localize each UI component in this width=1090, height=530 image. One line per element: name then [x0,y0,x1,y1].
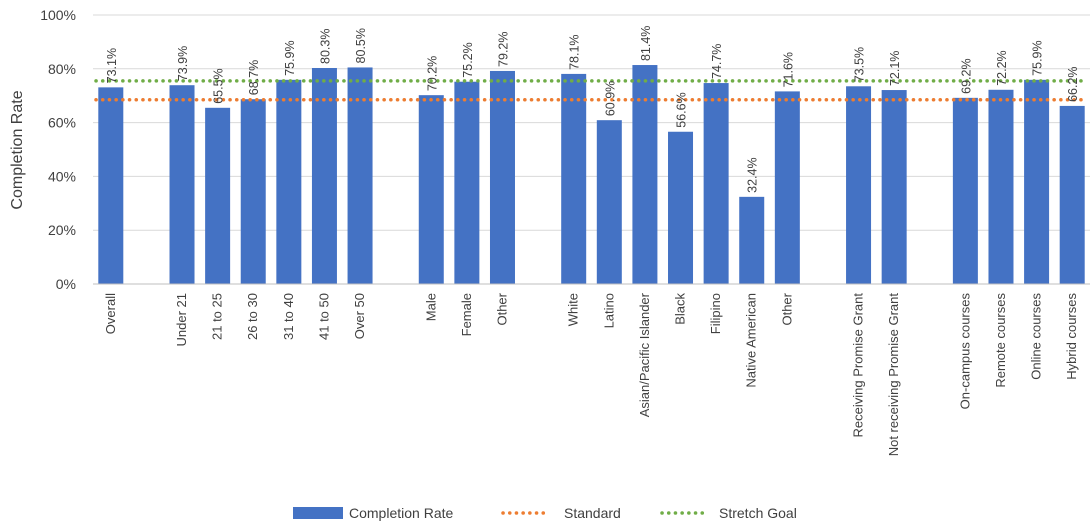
bar [98,87,124,285]
x-tick-label: White [566,293,581,326]
data-label: 80.5% [354,28,368,63]
data-label: 68.7% [247,60,261,95]
x-tick-label: Remote courses [993,293,1008,388]
bar [561,73,587,284]
bar [418,95,444,284]
data-label: 72.2% [995,50,1009,85]
y-tick-label: 100% [40,7,76,23]
bar [988,89,1014,284]
x-tick-label: On-campus courses [957,293,972,410]
y-tick-label: 80% [48,61,76,77]
data-label: 60.9% [603,81,617,116]
bar [596,120,622,284]
data-label: 75.9% [283,40,297,75]
data-label: 32.4% [746,157,760,192]
bar [240,99,266,285]
x-tick-label: Latino [601,293,616,328]
bar [454,81,480,284]
data-label: 81.4% [639,26,653,61]
y-tick-label: 0% [56,276,76,292]
bars [98,65,1085,285]
bar [276,79,302,284]
data-label: 72.1% [888,51,902,86]
data-label: 65.5% [212,68,226,103]
data-label: 73.5% [853,47,867,82]
x-tick-label: 26 to 30 [245,293,260,340]
bar [489,70,515,285]
bar [703,83,729,284]
x-tick-label: Overall [103,293,118,334]
legend-label-completion-rate: Completion Rate [349,505,453,521]
data-label: 75.9% [1031,40,1045,75]
x-tick-label: Not receiving Promise Grant [886,293,901,457]
bar [774,91,800,285]
bar [169,85,195,284]
bar [632,65,658,284]
x-tick-label: Black [673,293,688,325]
y-tick-label: 60% [48,115,76,131]
data-label: 69.2% [959,58,973,93]
data-label: 79.2% [496,31,510,66]
bar [347,67,373,284]
legend-swatch-completion-rate [293,507,343,519]
axes: 0% 20% 40% 60% 80% 100% Overall Under 21 21 to 2… [40,7,1090,456]
data-label: 73.1% [105,48,119,83]
data-label: 73.9% [176,46,190,81]
bar [952,97,978,285]
x-tick-label: Other [494,292,509,325]
data-label: 78.1% [568,34,582,69]
data-label: 74.7% [710,44,724,79]
y-tick-label: 20% [48,222,76,238]
x-tick-label: Hybrid courses [1064,293,1079,380]
bar [739,196,765,284]
x-tick-label: Over 50 [352,293,367,339]
legend-label-stretch-goal: Stretch Goal [719,505,797,521]
bar [205,107,231,285]
bar [311,67,337,284]
y-tick-label: 40% [48,168,76,184]
bar [1059,105,1085,284]
x-tick-label: Native American [744,293,759,388]
x-tick-label: 31 to 40 [281,293,296,340]
data-label: 66.2% [1066,66,1080,101]
x-tick-label: 41 to 50 [316,293,331,340]
y-axis-title: Completion Rate [9,90,26,209]
x-tick-label: Other [779,292,794,325]
x-tick-label: Male [423,293,438,321]
legend: Completion Rate Standard Stretch Goal [293,505,797,521]
x-tick-label: 21 to 25 [210,293,225,340]
data-label: 75.2% [461,42,475,77]
bar [668,131,694,284]
data-label: 56.6% [675,92,689,127]
x-tick-label: Under 21 [174,293,189,346]
x-tick-label: Receiving Promise Grant [851,293,866,438]
x-tick-label: Filipino [708,293,723,334]
x-tick-label: Asian/Pacific Islander [637,292,652,417]
bar [1024,79,1050,284]
reference-lines [94,79,1089,102]
data-label: 71.6% [781,52,795,87]
bar [881,90,907,285]
data-label: 70.2% [425,56,439,91]
bar [846,86,872,284]
x-tick-label: Female [459,293,474,336]
x-tick-label: Online courses [1029,293,1044,380]
data-label: 80.3% [318,29,332,64]
data-labels: 73.1% 73.9% 65.5% 68.7% 75.9% 80.3% 80.5% 70.2%… [105,26,1080,193]
legend-label-standard: Standard [564,505,621,521]
